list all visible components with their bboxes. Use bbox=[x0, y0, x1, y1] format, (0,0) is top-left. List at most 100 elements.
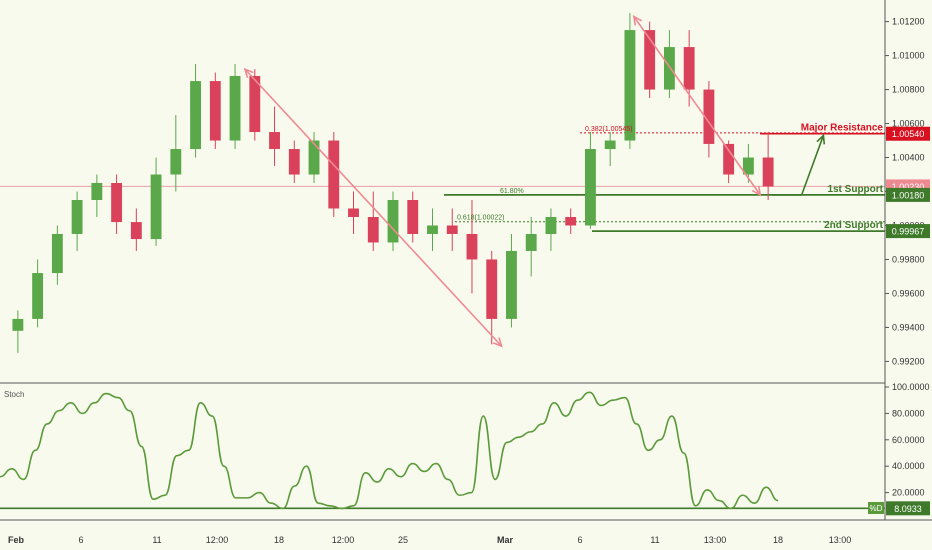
stoch-tick-label: 80.0000 bbox=[892, 408, 925, 418]
candle-body bbox=[683, 47, 695, 90]
trend-arrow-line bbox=[800, 135, 825, 196]
price-badge bbox=[886, 224, 930, 239]
candle-body bbox=[209, 81, 221, 141]
candle-body bbox=[32, 273, 44, 319]
price-badge bbox=[886, 187, 930, 202]
fib-label: 0.382(1.00545) bbox=[585, 126, 632, 133]
candle-body bbox=[604, 140, 616, 150]
stoch-tick-label: 100.0000 bbox=[892, 382, 930, 392]
price-tick-label: 0.99600 bbox=[892, 288, 925, 298]
trend-arrow-head bbox=[816, 133, 826, 145]
price-pane: 0.382(1.00545) 61.80% 0.618(1.00022) Major… bbox=[0, 13, 885, 353]
time-tick-label: 12:00 bbox=[332, 535, 355, 545]
stoch-axis: 100.0000 80.0000 60.0000 40.0000 20.0000 8.09… bbox=[0, 382, 930, 516]
candle-body bbox=[348, 208, 359, 217]
price-tick-label: 1.00800 bbox=[892, 85, 925, 95]
trend-arrow-line bbox=[244, 68, 503, 347]
candle-body bbox=[71, 199, 83, 234]
fib-annotations: 0.382(1.00545) 61.80% 0.618(1.00022) bbox=[457, 126, 632, 222]
trend-arrow-head bbox=[632, 14, 643, 26]
stoch-tick-label: 40.0000 bbox=[892, 461, 925, 471]
candle-body bbox=[446, 225, 458, 234]
time-axis: Feb 6 11 12:00 18 12:00 25 Mar 6 11 13:00 18 13:00 bbox=[8, 535, 851, 545]
candle-body bbox=[12, 318, 24, 331]
candle-body bbox=[427, 225, 438, 234]
price-badge-label: 0.99967 bbox=[892, 227, 925, 237]
stoch-tick-label: 60.0000 bbox=[892, 435, 925, 445]
candle-body bbox=[387, 199, 399, 243]
time-tick-label: 12:00 bbox=[206, 535, 229, 545]
stoch-tick-label: 20.0000 bbox=[892, 488, 925, 498]
time-tick-label: 6 bbox=[78, 535, 83, 545]
candle-body bbox=[407, 199, 419, 234]
price-level-lines bbox=[0, 132, 885, 232]
price-tick-label: 1.01200 bbox=[892, 17, 925, 27]
stoch-series-line bbox=[0, 391, 779, 510]
candle-body bbox=[585, 149, 596, 226]
trend-arrows bbox=[243, 14, 826, 348]
candle-body bbox=[762, 157, 774, 187]
price-badge bbox=[886, 126, 930, 141]
price-badge-label: 1.00180 bbox=[892, 190, 925, 200]
level-labels: Major Resistance 1st Support 2nd Support bbox=[801, 123, 884, 231]
stoch-badge-label: 8.0933 bbox=[894, 504, 922, 514]
stoch-line: %D bbox=[0, 391, 884, 514]
candle-body bbox=[506, 250, 517, 319]
candle-body bbox=[130, 222, 142, 240]
price-tick-label: 0.99200 bbox=[892, 356, 925, 366]
time-tick-label: 18 bbox=[274, 535, 284, 545]
time-tick-label: 13:00 bbox=[704, 535, 727, 545]
candle-body bbox=[565, 216, 577, 226]
level-label: Major Resistance bbox=[801, 123, 884, 134]
price-tick-label: 0.99800 bbox=[892, 254, 925, 264]
candle-body bbox=[170, 149, 182, 175]
candle-body bbox=[663, 47, 675, 90]
candle-body bbox=[190, 81, 201, 150]
time-tick-label: 11 bbox=[650, 535, 659, 545]
candle-body bbox=[742, 157, 754, 175]
time-tick-label: 18 bbox=[773, 535, 783, 545]
price-tick-label: 1.00600 bbox=[892, 119, 925, 129]
candle-body bbox=[51, 233, 63, 274]
time-tick-label: Feb bbox=[8, 535, 25, 545]
trend-arrow-head bbox=[751, 185, 762, 197]
stoch-badge bbox=[886, 501, 930, 516]
level-label: 2nd Support bbox=[824, 220, 884, 231]
stoch-pane: Stoch 100.0000 80.0000 60.0000 40.0000 20.00… bbox=[0, 382, 930, 516]
candle-body bbox=[486, 259, 498, 319]
candle-body bbox=[466, 233, 478, 260]
candle-body bbox=[288, 149, 300, 175]
candle-body bbox=[111, 183, 123, 223]
trend-arrow-line bbox=[633, 16, 761, 196]
candle-body bbox=[328, 140, 340, 209]
price-tick-label: 1.00400 bbox=[892, 153, 925, 163]
candle-body bbox=[249, 75, 261, 133]
fib-label: 0.618(1.00022) bbox=[457, 215, 504, 222]
trend-arrow-head bbox=[243, 67, 254, 79]
candle-body bbox=[269, 132, 280, 150]
price-badge-label: 1.00540 bbox=[892, 129, 925, 139]
time-tick-label: Mar bbox=[497, 535, 514, 545]
price-tick-label: 0.99400 bbox=[892, 322, 925, 332]
candle-body bbox=[644, 30, 656, 90]
stoch-legend-label: %D bbox=[870, 504, 883, 513]
candlestick-series bbox=[12, 13, 774, 353]
trend-arrow-head bbox=[492, 337, 503, 348]
time-tick-label: 11 bbox=[152, 535, 161, 545]
stoch-legend-badge bbox=[868, 502, 884, 514]
price-badge-label: 1.00230 bbox=[892, 182, 925, 192]
candle-body bbox=[91, 183, 103, 200]
time-tick-label: 25 bbox=[398, 535, 408, 545]
candle-body bbox=[150, 174, 162, 240]
candle-body bbox=[703, 89, 715, 144]
candle-body bbox=[308, 140, 320, 175]
price-tick-label: 1.01000 bbox=[892, 51, 925, 61]
fib-label: 61.80% bbox=[500, 188, 524, 195]
candle-body bbox=[624, 30, 636, 141]
candle-body bbox=[367, 216, 379, 243]
candle-body bbox=[723, 143, 735, 175]
time-tick-label: 13:00 bbox=[829, 535, 852, 545]
